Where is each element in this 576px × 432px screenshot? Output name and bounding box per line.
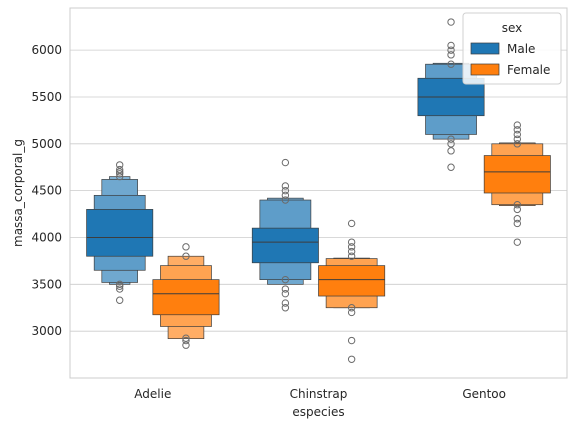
outlier-point xyxy=(281,158,290,167)
outlier-point xyxy=(281,186,290,195)
outlier-point xyxy=(513,219,521,228)
outlier-point xyxy=(116,165,124,174)
y-tick-label: 5500 xyxy=(31,90,62,104)
y-tick-label: 4500 xyxy=(31,184,62,198)
y-tick-label: 3500 xyxy=(31,277,62,291)
outlier-point xyxy=(447,140,455,148)
outlier-point xyxy=(513,126,521,134)
outlier-point xyxy=(116,170,124,178)
outlier-point xyxy=(347,243,356,251)
outlier-point xyxy=(513,135,521,143)
legend-swatch xyxy=(470,42,500,55)
outlier-point xyxy=(281,304,290,312)
x-axis-label: especies xyxy=(292,405,344,419)
legend-item-label: Female xyxy=(507,63,550,77)
boxen-level xyxy=(152,279,220,316)
outlier-point xyxy=(281,289,290,298)
outlier-point xyxy=(281,196,290,204)
outlier-point xyxy=(347,247,356,256)
outlier-point xyxy=(513,201,521,209)
outlier-point xyxy=(347,355,356,363)
outlier-point xyxy=(116,296,124,304)
outlier-point xyxy=(447,60,455,68)
outlier-point xyxy=(116,172,124,181)
y-tick-label: 4000 xyxy=(31,230,62,244)
boxen-level xyxy=(86,209,154,257)
x-tick-label: Adelie xyxy=(134,387,171,401)
y-tick-label: 5000 xyxy=(31,137,62,151)
outlier-point xyxy=(281,299,290,307)
outlier-point xyxy=(116,168,124,176)
outlier-point xyxy=(513,130,521,139)
outlier-point xyxy=(513,205,521,214)
x-tick-label: Chinstrap xyxy=(290,387,348,401)
outlier-point xyxy=(182,336,190,345)
x-tick-label: Gentoo xyxy=(462,387,506,401)
outlier-point xyxy=(182,341,190,349)
y-tick-label: 3000 xyxy=(31,324,62,338)
outlier-point xyxy=(281,285,290,293)
outlier-point xyxy=(182,243,190,251)
outlier-point xyxy=(281,191,290,200)
plot-frame xyxy=(69,7,568,379)
outlier-point xyxy=(182,252,190,260)
outlier-point xyxy=(116,280,124,289)
outlier-point xyxy=(116,161,124,169)
legend-title: sex xyxy=(502,21,523,35)
boxen-level xyxy=(483,155,551,194)
tick-labels: 3000 3500 4000 4500 5000 5500 6000 Adelie Chinst… xyxy=(31,43,506,401)
outlier-point xyxy=(513,121,521,129)
outlier-point xyxy=(447,18,455,26)
outlier-point xyxy=(347,304,356,312)
outlier-point xyxy=(447,46,455,54)
outlier-point xyxy=(347,336,356,345)
legend-items: Male Female xyxy=(470,42,550,77)
plot-area xyxy=(86,18,551,363)
outlier-point xyxy=(281,182,290,190)
outlier-point xyxy=(281,275,290,284)
legend: sex Male Female xyxy=(462,12,562,85)
legend-swatch xyxy=(470,63,500,76)
outlier-point xyxy=(116,285,124,293)
boxen-level xyxy=(251,227,319,264)
outlier-point xyxy=(447,147,455,155)
legend-item-label: Male xyxy=(507,42,535,56)
outlier-point xyxy=(513,215,521,223)
boxen-level xyxy=(318,265,386,297)
outlier-point xyxy=(447,41,455,50)
outlier-point xyxy=(447,51,455,59)
outlier-point xyxy=(347,252,356,260)
outlier-point xyxy=(347,238,356,246)
outlier-point xyxy=(513,238,521,246)
outlier-point xyxy=(116,282,124,290)
outlier-point xyxy=(347,219,356,228)
outlier-point xyxy=(347,308,356,317)
outlier-point xyxy=(447,163,455,171)
outlier-point xyxy=(513,140,521,148)
outlier-point xyxy=(447,135,455,143)
y-axis-label: massa_corporal_g xyxy=(11,139,25,247)
y-tick-label: 6000 xyxy=(31,43,62,57)
outlier-point xyxy=(182,334,190,342)
